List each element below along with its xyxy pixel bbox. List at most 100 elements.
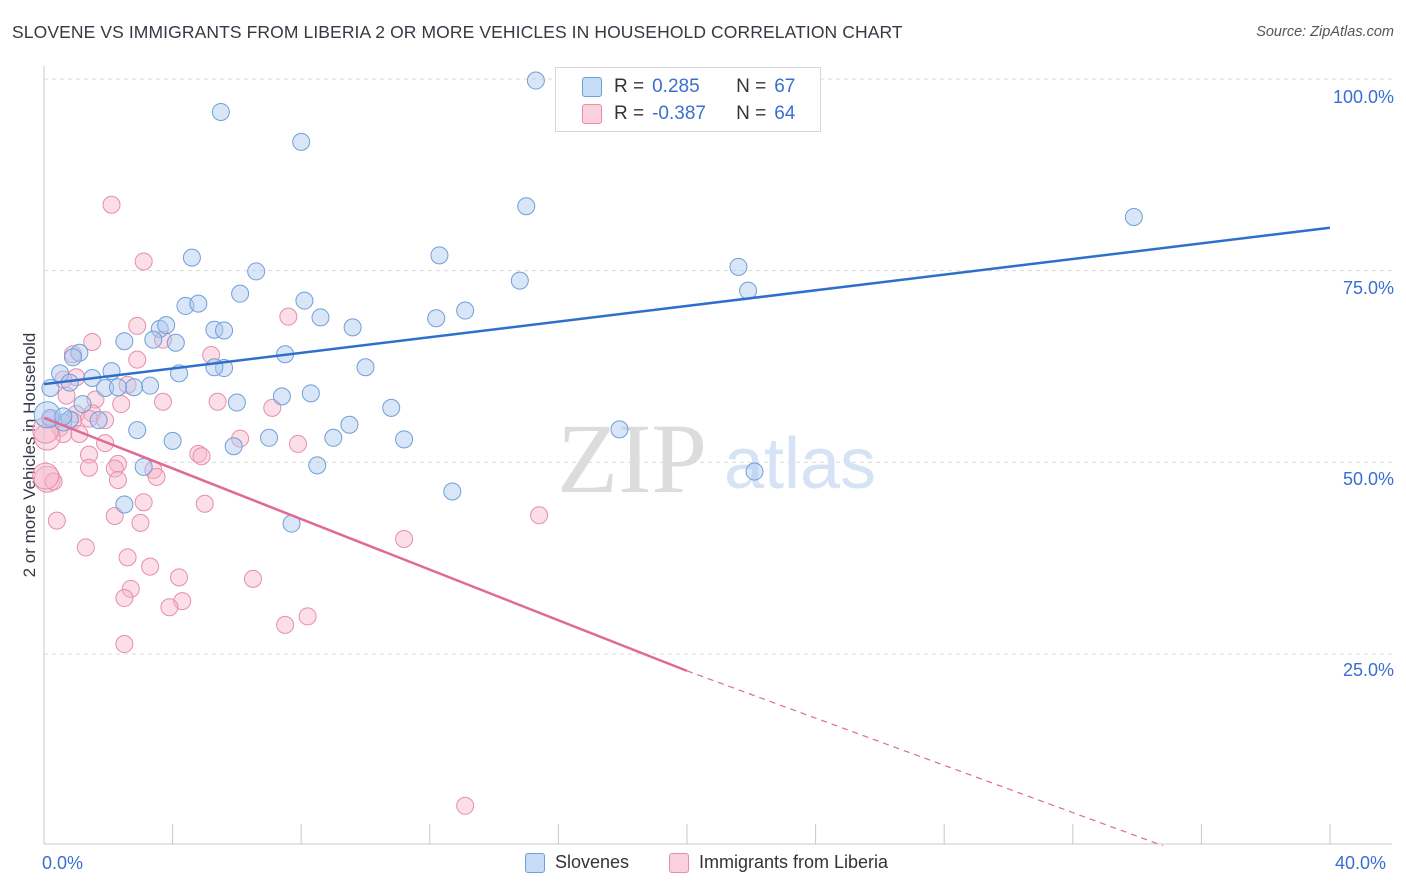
slovene-point bbox=[205, 358, 224, 377]
legend-n-value: 64 bbox=[774, 103, 796, 124]
slovene-point bbox=[73, 395, 92, 414]
y-tick-25: 25.0% bbox=[1342, 660, 1394, 680]
gridlines bbox=[44, 78, 1392, 655]
slovene-point bbox=[517, 197, 536, 216]
series-legend: Slovenes Immigrants from Liberia bbox=[0, 852, 1406, 876]
liberia-point bbox=[208, 392, 227, 411]
slovene-point bbox=[1124, 208, 1143, 226]
liberia-point bbox=[231, 429, 250, 448]
liberia-point bbox=[147, 467, 166, 486]
slovene-point bbox=[610, 420, 629, 439]
liberia-point bbox=[288, 434, 307, 453]
liberia-point bbox=[96, 411, 115, 430]
liberia-point bbox=[192, 447, 211, 466]
liberia-point bbox=[76, 538, 95, 557]
legend-r-value: 0.285 bbox=[652, 76, 700, 97]
liberia-point bbox=[32, 462, 60, 490]
y-tick-100: 100.0% bbox=[1332, 87, 1394, 107]
slovene-point bbox=[340, 415, 359, 434]
slovene-point bbox=[324, 428, 343, 447]
slovene-point bbox=[382, 398, 401, 417]
slovene-point bbox=[125, 378, 144, 397]
liberia-point bbox=[243, 569, 262, 588]
liberia-point bbox=[170, 568, 189, 587]
liberia-point bbox=[134, 493, 153, 512]
slovene-point bbox=[308, 456, 327, 475]
liberia-point bbox=[160, 598, 179, 617]
y-tick-75: 75.0% bbox=[1342, 278, 1394, 298]
slovene-point bbox=[427, 309, 446, 328]
liberia-point bbox=[47, 511, 66, 530]
series-legend-liberia: Immigrants from Liberia bbox=[669, 852, 888, 873]
liberia-point bbox=[118, 548, 137, 567]
slovene-point bbox=[745, 462, 764, 481]
slovene-point bbox=[260, 428, 279, 447]
liberia-point bbox=[456, 796, 475, 815]
slovene-point bbox=[128, 421, 147, 440]
slovene-point bbox=[144, 330, 163, 349]
watermark-atlas: atlas bbox=[724, 424, 876, 504]
liberia-point bbox=[44, 472, 63, 491]
series-liberia-points bbox=[32, 195, 549, 815]
slovene-point bbox=[134, 457, 153, 476]
series-swatch-blue bbox=[525, 852, 545, 873]
watermark-zip: ZIP bbox=[557, 403, 707, 514]
slovenes-trend-line bbox=[43, 226, 1331, 386]
x-tick-left: 0.0% bbox=[42, 853, 84, 873]
liberia-point bbox=[112, 395, 131, 414]
liberia-point bbox=[108, 470, 127, 489]
liberia-point bbox=[80, 445, 99, 464]
legend-n-value: 67 bbox=[774, 76, 796, 97]
x-tick-right: 40.0% bbox=[1335, 853, 1387, 873]
liberia-point bbox=[195, 494, 214, 513]
liberia-point bbox=[279, 307, 298, 326]
series-label-slovenes: Slovenes bbox=[555, 852, 630, 872]
liberia-point bbox=[134, 252, 153, 271]
legend-r-value: -0.387 bbox=[652, 103, 706, 124]
series-swatch-pink bbox=[669, 852, 689, 873]
slovene-point bbox=[115, 332, 134, 351]
slovene-point bbox=[292, 132, 311, 151]
liberia-point bbox=[83, 332, 102, 351]
chart-title: SLOVENE VS IMMIGRANTS FROM LIBERIA 2 OR … bbox=[12, 22, 903, 42]
liberia-trend-line bbox=[43, 416, 688, 673]
series-slovenes-points bbox=[33, 71, 1143, 533]
legend-r-label: R = bbox=[614, 103, 645, 124]
legend-n-label: N = bbox=[736, 103, 767, 124]
slovene-point bbox=[356, 358, 375, 377]
series-label-liberia: Immigrants from Liberia bbox=[699, 852, 889, 872]
slovene-point bbox=[166, 333, 185, 352]
slovene-point bbox=[395, 430, 414, 449]
slovene-point bbox=[510, 271, 529, 290]
liberia-trend-extension bbox=[686, 670, 1164, 847]
correlation-legend: R = 0.285 N = 67 R = -0.387 N = 64 bbox=[555, 67, 821, 132]
slovene-point bbox=[115, 495, 134, 514]
y-tick-50: 50.0% bbox=[1342, 469, 1394, 489]
liberia-point bbox=[105, 459, 124, 478]
slovene-point bbox=[182, 248, 201, 267]
slovene-point bbox=[189, 294, 208, 313]
legend-swatch-blue bbox=[582, 77, 602, 97]
liberia-point bbox=[115, 589, 134, 608]
slovene-point bbox=[224, 437, 243, 456]
slovene-point bbox=[311, 308, 330, 327]
liberia-point bbox=[276, 615, 295, 634]
slovene-point bbox=[231, 284, 250, 303]
slovene-point bbox=[272, 387, 291, 406]
slovene-point bbox=[215, 321, 234, 340]
liberia-point bbox=[121, 579, 140, 598]
slovene-point bbox=[96, 378, 115, 397]
liberia-point bbox=[298, 607, 317, 626]
liberia-point bbox=[115, 635, 134, 654]
liberia-point bbox=[128, 316, 147, 335]
slovene-point bbox=[141, 376, 160, 395]
liberia-point bbox=[530, 506, 549, 525]
liberia-point bbox=[153, 392, 172, 411]
slovene-point bbox=[163, 431, 182, 450]
legend-row-liberia: R = -0.387 N = 64 bbox=[582, 102, 795, 126]
slovene-point bbox=[70, 343, 89, 362]
liberia-point bbox=[80, 458, 99, 477]
slovene-point bbox=[456, 301, 475, 320]
liberia-point bbox=[189, 444, 208, 463]
